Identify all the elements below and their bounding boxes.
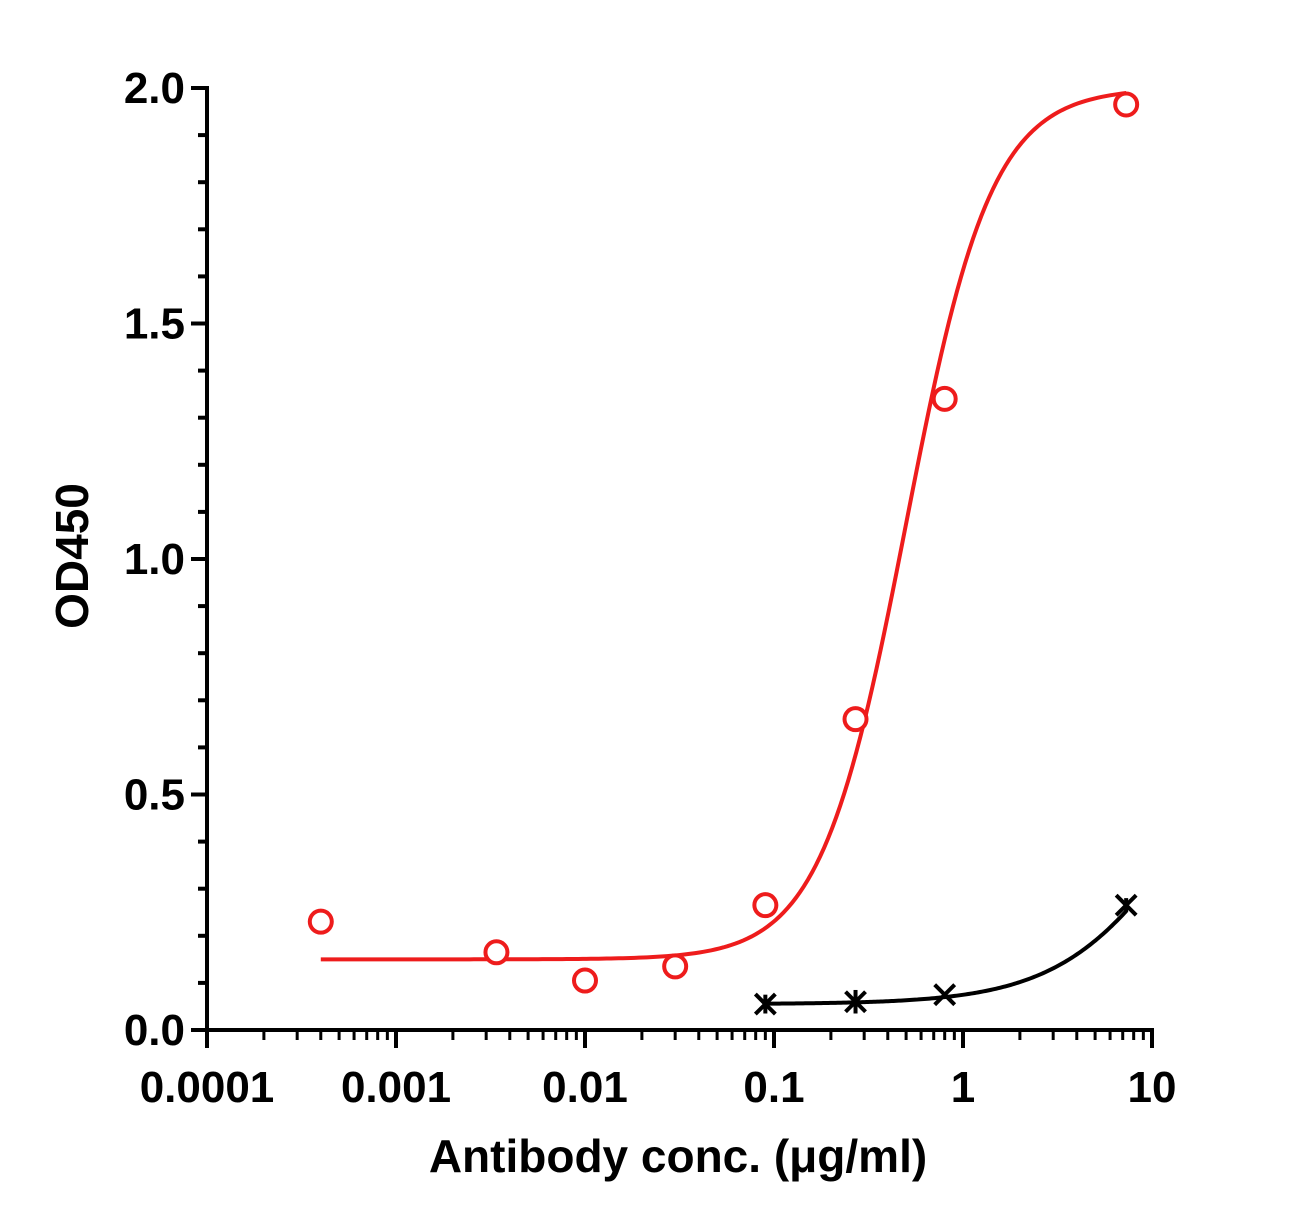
data-point-x <box>933 983 957 1007</box>
data-point-circle <box>572 967 598 994</box>
data-point-circle <box>307 908 334 935</box>
data-point-x <box>753 992 777 1016</box>
data-point-x <box>1114 893 1138 917</box>
data-point-circle <box>662 953 689 980</box>
x-tick-label: 1 <box>951 1063 975 1112</box>
data-point-circle <box>752 892 779 919</box>
fit-curves <box>320 91 1128 1006</box>
x-axis-title: Antibody conc. (μg/ml) <box>429 1130 927 1182</box>
data-point-circle <box>931 385 958 412</box>
data-point-circle <box>483 939 510 966</box>
y-tick-label: 0.5 <box>124 771 185 820</box>
y-tick-label: 2.0 <box>124 64 185 113</box>
data-point-circle <box>1113 91 1140 118</box>
fit-curve-series-1 <box>320 91 1127 962</box>
x-tick-label: 0.1 <box>743 1063 804 1112</box>
data-point-x <box>844 990 867 1014</box>
x-tick-label: 0.01 <box>542 1063 628 1112</box>
fit-curve-series-2 <box>765 909 1128 1006</box>
axes: 0.0 0.5 1.0 1.5 2.0 0.0001 0.001 0.01 0.1 1 10 <box>124 64 1177 1112</box>
data-point-circle <box>842 706 869 733</box>
data-points <box>307 91 1140 1016</box>
x-tick-label: 0.0001 <box>140 1063 275 1112</box>
y-tick-label: 0.0 <box>124 1006 185 1055</box>
x-tick-label: 10 <box>1128 1063 1177 1112</box>
y-axis-title: OD450 <box>46 483 98 629</box>
y-tick-label: 1.5 <box>124 300 185 349</box>
x-tick-label: 0.001 <box>341 1063 451 1112</box>
y-tick-label: 1.0 <box>124 535 185 584</box>
